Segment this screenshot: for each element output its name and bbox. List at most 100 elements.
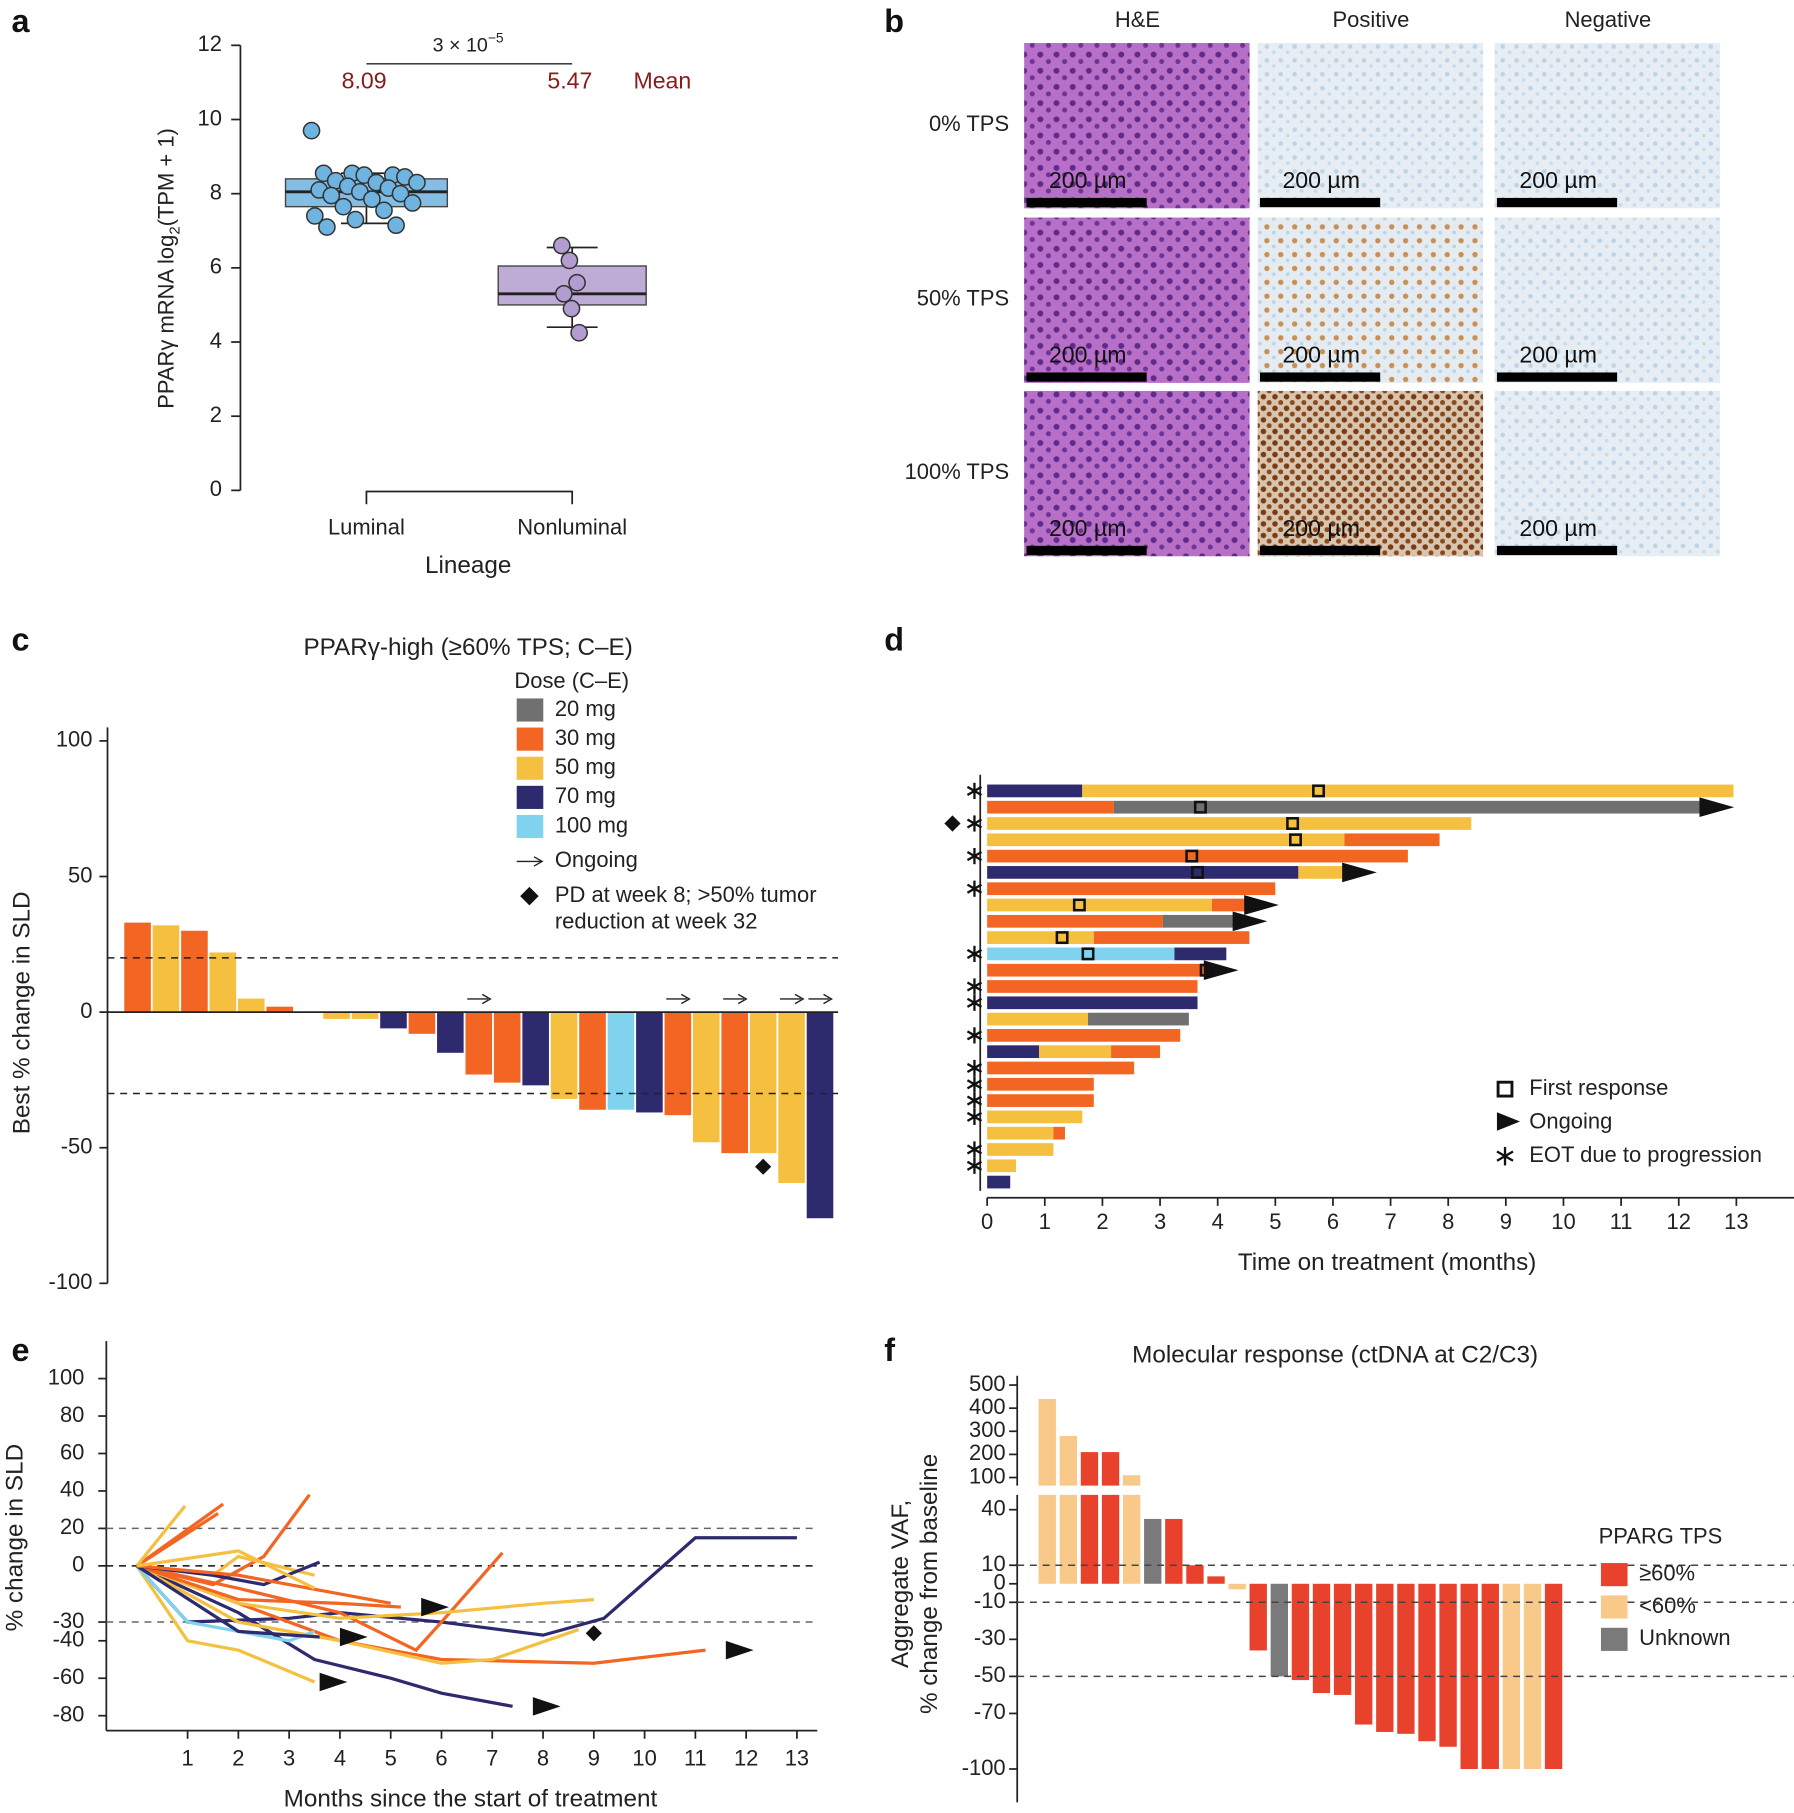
data-point	[363, 190, 381, 209]
x-tick-label: 5	[385, 1745, 397, 1770]
micrograph	[1024, 43, 1250, 209]
micrograph	[1024, 217, 1250, 383]
asterisk	[966, 1027, 983, 1044]
y-tick-label: 200	[969, 1440, 1006, 1465]
data-point	[568, 273, 586, 292]
scale-bar-label: 200 µm	[1282, 167, 1360, 193]
legend-swatch	[516, 785, 544, 809]
y-tick-label: -10	[974, 1588, 1006, 1613]
legend-label: Ongoing	[555, 847, 638, 872]
scale-bar	[1259, 372, 1381, 382]
ongoing-arrow	[725, 1640, 754, 1660]
treatment-segment	[1039, 1045, 1112, 1059]
bar	[1144, 1518, 1162, 1584]
y-tick-label: 500	[969, 1371, 1006, 1396]
legend-asterisk	[1496, 1146, 1514, 1166]
p-value-base: 3 × 10	[433, 35, 488, 57]
asterisk-stroke	[966, 1111, 983, 1122]
treatment-segment	[987, 980, 1198, 993]
diamond-marker	[520, 886, 539, 906]
bar	[1502, 1583, 1521, 1770]
ongoing-arrow	[1699, 797, 1735, 818]
ongoing-arrow	[1203, 960, 1239, 981]
micrograph	[1024, 390, 1250, 557]
bar	[1376, 1583, 1394, 1732]
treatment-segment	[987, 1110, 1083, 1124]
treatment-segment	[1211, 898, 1247, 912]
y-tick-label: 20	[60, 1514, 84, 1539]
bar-upper	[1080, 1452, 1099, 1486]
bar	[380, 1012, 407, 1029]
legend-label: PD at week 8; >50% tumor	[555, 882, 817, 907]
y-tick-label: 400	[969, 1394, 1006, 1419]
x-tick-label: 2	[1096, 1209, 1108, 1234]
bar	[721, 1012, 749, 1154]
lineage-bracket	[365, 490, 574, 505]
micrograph	[1257, 390, 1484, 557]
x-tick-label: 2	[232, 1745, 244, 1770]
treatment-segment	[987, 1159, 1016, 1173]
bar	[1165, 1518, 1183, 1584]
scale-bar	[1026, 197, 1147, 208]
treatment-segment	[987, 1029, 1181, 1042]
data-point	[403, 194, 422, 212]
x-tick-label: 3	[1154, 1209, 1166, 1234]
y-tick-label: -70	[974, 1699, 1006, 1724]
data-point	[391, 184, 410, 203]
scale-bar	[1259, 197, 1381, 208]
legend-swatch	[1600, 1563, 1628, 1587]
y-tick-label: -40	[53, 1627, 85, 1652]
mean-value: 5.47	[547, 67, 592, 93]
data-point	[375, 201, 393, 220]
panel-label: c	[12, 621, 30, 657]
y-tick-label: 0	[210, 476, 222, 501]
series-line	[136, 1564, 391, 1605]
treatment-segment	[987, 866, 1299, 879]
series-line	[135, 1564, 316, 1684]
bar	[607, 1012, 635, 1110]
legend-swatch	[516, 727, 544, 751]
asterisk	[966, 848, 983, 865]
x-tick-label: 1	[181, 1745, 193, 1770]
y-tick-label: 0	[80, 998, 92, 1023]
scale-bar-label: 200 µm	[1049, 167, 1127, 193]
y-tick-label: 10	[198, 105, 222, 130]
data-point	[570, 323, 588, 342]
legend-square	[1496, 1080, 1514, 1098]
series-line	[136, 1549, 316, 1590]
legend-label: 70 mg	[555, 783, 616, 808]
scale-bar-label: 200 µm	[1519, 341, 1597, 367]
first-response	[1055, 931, 1069, 945]
asterisk-stroke	[966, 981, 983, 992]
panel-label: f	[884, 1332, 895, 1368]
bar	[1418, 1583, 1436, 1742]
panel-label: a	[12, 3, 31, 39]
first-response	[1185, 849, 1199, 863]
first-response	[1072, 898, 1086, 912]
treatment-segment	[987, 947, 1175, 961]
bar-lower	[1101, 1494, 1120, 1584]
bar	[1439, 1583, 1457, 1747]
ongoing-arrowhead	[680, 993, 691, 1005]
asterisk	[966, 945, 983, 962]
y-axis-title-part: 2	[167, 226, 184, 234]
bar-lower	[1059, 1494, 1078, 1584]
x-tick-label: 1	[1039, 1209, 1051, 1234]
x-tick-label: 11	[684, 1745, 707, 1770]
x-axis-title: Months since the start of treatment	[284, 1785, 658, 1812]
treatment-segment	[987, 1175, 1011, 1189]
chart-title: Molecular response (ctDNA at C2/C3)	[1132, 1342, 1538, 1369]
legend-label: 20 mg	[555, 696, 616, 721]
treatment-segment	[987, 914, 1163, 928]
legend-swatch	[516, 698, 544, 722]
data-point	[387, 216, 405, 235]
legend-label: ≥60%	[1639, 1560, 1695, 1585]
bar	[664, 1012, 692, 1116]
treatment-segment	[987, 1094, 1094, 1107]
asterisk	[966, 978, 983, 995]
y-tick-label: 300	[969, 1417, 1006, 1442]
bar-lower	[1038, 1494, 1056, 1584]
ongoing-arrow	[1244, 895, 1279, 915]
x-tick-label: 10	[1551, 1209, 1575, 1234]
x-tick-label: 6	[1327, 1209, 1339, 1234]
